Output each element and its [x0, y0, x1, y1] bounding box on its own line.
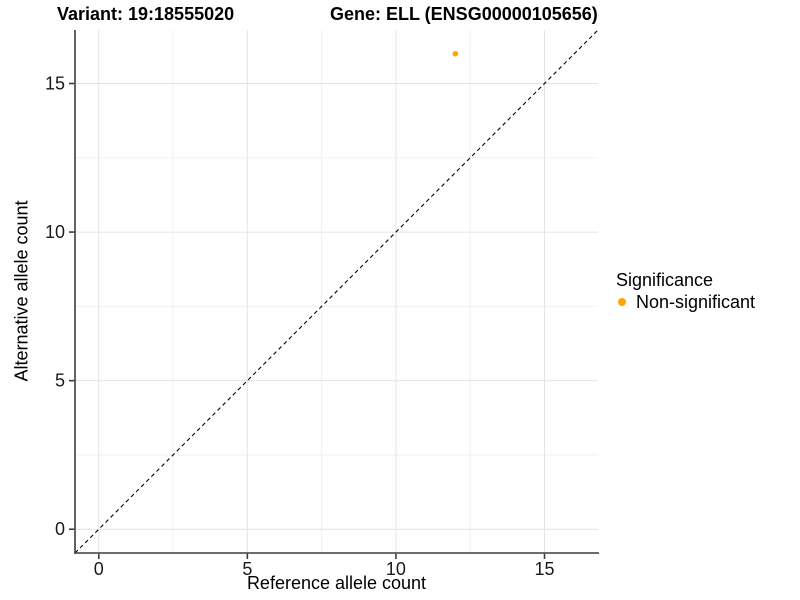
y-tick-label: 10 — [45, 222, 65, 242]
minor-gridlines — [75, 30, 598, 553]
major-gridlines — [75, 30, 598, 553]
x-tick-label: 15 — [534, 559, 554, 579]
x-tick-label: 0 — [94, 559, 104, 579]
x-tick-label: 10 — [386, 559, 406, 579]
data-points — [452, 50, 459, 57]
identity-dashed-line — [74, 29, 599, 554]
legend-item-label: Non-significant — [636, 291, 756, 312]
legend-point-icon — [618, 298, 626, 306]
y-tick-label: 15 — [45, 73, 65, 93]
plot-title-gene: Gene: ELL (ENSG00000105656) — [330, 4, 598, 24]
axis-tick-labels: 0 5 10 15 0 5 10 15 — [45, 73, 555, 579]
plot-title-variant: Variant: 19:18555020 — [57, 4, 235, 24]
x-tick-label: 5 — [242, 559, 252, 579]
legend-title: Significance — [616, 270, 714, 290]
axis-lines — [74, 30, 599, 554]
y-tick-label: 5 — [55, 371, 65, 391]
legend-item-non-significant: Non-significant — [616, 291, 755, 313]
y-tick-label: 0 — [55, 519, 65, 539]
data-point — [452, 50, 459, 57]
x-axis-title: Reference allele count — [246, 573, 427, 593]
identity-line — [74, 29, 599, 554]
y-axis-title: Alternative allele count — [11, 200, 32, 382]
legend: Significance Non-significant — [616, 269, 755, 313]
axis-ticks — [69, 82, 546, 559]
